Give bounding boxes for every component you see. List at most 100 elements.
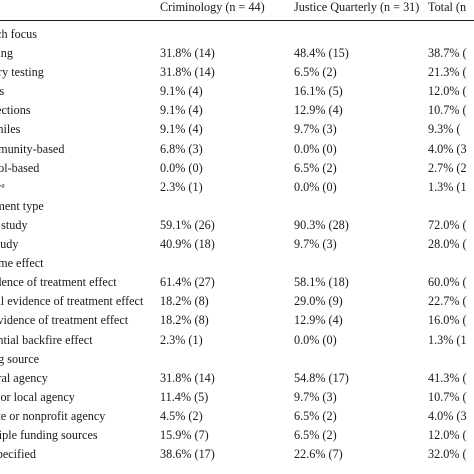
table-row: rch focus: [0, 25, 474, 44]
row-label: evidence of treatment effect: [0, 313, 129, 328]
cell-criminology: 9.1% (4): [160, 84, 203, 99]
cell-justice-quarterly: 6.5% (2): [294, 65, 337, 80]
table-row: eniles 9.1% (4) 9.7% (3) 9.3% (: [0, 120, 474, 139]
table-row: nmunity-based 6.8% (3) 0.0% (0) 4.0% (3: [0, 140, 474, 159]
cell-criminology: 15.9% (7): [160, 427, 209, 442]
cell-total: 22.7% (: [428, 294, 467, 309]
cell-justice-quarterly: 29.0% (9): [294, 294, 343, 309]
table-row: rections 9.1% (4) 12.9% (4) 10.7% (: [0, 101, 474, 120]
cell-total: 28.0% (: [428, 237, 467, 252]
row-label: rch focus: [0, 27, 38, 41]
table-row: ome effect: [0, 254, 474, 273]
row-label: ool-based: [0, 160, 40, 175]
cell-total: 16.0% (: [428, 313, 467, 328]
cell-total: 38.7% (: [428, 46, 467, 61]
cell-total: 72.0% (: [428, 217, 467, 232]
table-row: specified 38.6% (17) 22.6% (7) 32.0% (: [0, 445, 474, 464]
cell-criminology: 2.3% (1): [160, 179, 203, 194]
cell-criminology: 18.2% (8): [160, 313, 209, 328]
cell-criminology: 11.4% (5): [160, 389, 209, 404]
header-rule: [0, 20, 474, 21]
cell-justice-quarterly: 58.1% (18): [294, 275, 349, 290]
cell-total: 2.7% (2: [428, 160, 467, 175]
table-row: idence of treatment effect 61.4% (27) 58.1…: [0, 273, 474, 292]
cell-total: 60.0% (: [428, 275, 467, 290]
row-label: iment type: [0, 198, 44, 213]
table-row: e or local agency 11.4% (5) 9.7% (3) 10.7% …: [0, 388, 474, 407]
table-row: ial evidence of treatment effect 18.2% (8…: [0, 292, 474, 311]
cell-justice-quarterly: 6.5% (2): [294, 408, 337, 423]
cell-total: 4.0% (3: [428, 408, 467, 423]
cell-total: 1.3% (1: [428, 179, 467, 194]
cell-total: 21.3% (: [428, 65, 467, 80]
cell-justice-quarterly: 48.4% (15): [294, 46, 349, 61]
table-row: cing 31.8% (14) 48.4% (15) 38.7% (: [0, 44, 474, 63]
cell-justice-quarterly: 54.8% (17): [294, 370, 349, 385]
cell-justice-quarterly: 0.0% (0): [294, 179, 337, 194]
cell-criminology: 61.4% (27): [160, 275, 215, 290]
table-row: ool-based 0.0% (0) 6.5% (2) 2.7% (2: [0, 159, 474, 178]
header-total: Total (n: [428, 0, 467, 14]
row-label: ory testing: [0, 65, 44, 80]
cell-criminology: 40.9% (18): [160, 237, 215, 252]
table-header: Criminology (n = 44) Justice Quarterly (…: [0, 0, 474, 18]
cell-justice-quarterly: 0.0% (0): [294, 332, 337, 347]
cell-criminology: 0.0% (0): [160, 160, 203, 175]
cell-justice-quarterly: 0.0% (0): [294, 141, 337, 156]
cell-justice-quarterly: 16.1% (5): [294, 84, 343, 99]
cell-criminology: 59.1% (26): [160, 217, 215, 232]
cell-total: 1.3% (1: [428, 332, 467, 347]
cell-criminology: 9.1% (4): [160, 122, 203, 137]
cell-criminology: 38.6% (17): [160, 447, 215, 462]
table-row: rts 9.1% (4) 16.1% (5) 12.0% (: [0, 82, 474, 101]
cell-justice-quarterly: 6.5% (2): [294, 427, 337, 442]
row-label: study: [0, 237, 19, 252]
cell-total: 4.0% (3: [428, 141, 467, 156]
row-label: e or local agency: [0, 389, 75, 404]
cell-justice-quarterly: 9.7% (3): [294, 122, 337, 137]
cell-total: 12.0% (: [428, 84, 467, 99]
cell-criminology: 31.8% (14): [160, 370, 215, 385]
row-label: eniles: [0, 122, 21, 137]
header-criminology: Criminology (n = 44): [160, 0, 265, 14]
cell-criminology: 2.3% (1): [160, 332, 203, 347]
table-row: d study 59.1% (26) 90.3% (28) 72.0% (: [0, 216, 474, 235]
cell-criminology: 18.2% (8): [160, 294, 209, 309]
table-body: rch focus cing 31.8% (14) 48.4% (15) 38.7% (…: [0, 25, 474, 464]
row-label: rts: [0, 84, 5, 99]
table-row: erᵃ 2.3% (1) 0.0% (0) 1.3% (1: [0, 178, 474, 197]
table-row: ential backfire effect 2.3% (1) 0.0% (0) 1.…: [0, 331, 474, 350]
row-label: erᵃ: [0, 179, 5, 194]
cell-justice-quarterly: 12.9% (4): [294, 313, 343, 328]
row-label: nmunity-based: [0, 141, 65, 156]
cell-total: 9.3% (: [428, 122, 461, 137]
row-label: rections: [0, 103, 31, 118]
table-row: ng source: [0, 350, 474, 369]
row-label: idence of treatment effect: [0, 275, 117, 290]
row-label: eral agency: [0, 370, 48, 385]
cell-total: 10.7% (: [428, 103, 467, 118]
table-row: iment type: [0, 197, 474, 216]
cell-justice-quarterly: 9.7% (3): [294, 237, 337, 252]
row-label: d study: [0, 217, 28, 232]
cell-total: 12.0% (: [428, 427, 467, 442]
row-label: ltiple funding sources: [0, 427, 98, 442]
cell-total: 32.0% (: [428, 447, 467, 462]
table-row: ate or nonprofit agency 4.5% (2) 6.5% (2) 4…: [0, 407, 474, 426]
row-label: ate or nonprofit agency: [0, 408, 106, 423]
cell-justice-quarterly: 9.7% (3): [294, 389, 337, 404]
table-row: ltiple funding sources 15.9% (7) 6.5% (2) 1…: [0, 426, 474, 445]
cell-total: 10.7% (: [428, 389, 467, 404]
table-row: ory testing 31.8% (14) 6.5% (2) 21.3% (: [0, 63, 474, 82]
cell-criminology: 31.8% (14): [160, 46, 215, 61]
table-row: eral agency 31.8% (14) 54.8% (17) 41.3% (: [0, 369, 474, 388]
row-label: ial evidence of treatment effect: [0, 294, 144, 309]
cell-justice-quarterly: 6.5% (2): [294, 160, 337, 175]
row-label: cing: [0, 46, 13, 61]
cell-criminology: 9.1% (4): [160, 103, 203, 118]
row-label: ome effect: [0, 256, 44, 271]
table-row: evidence of treatment effect 18.2% (8) 12.…: [0, 311, 474, 330]
row-label: ng source: [0, 351, 40, 366]
cell-justice-quarterly: 90.3% (28): [294, 217, 349, 232]
